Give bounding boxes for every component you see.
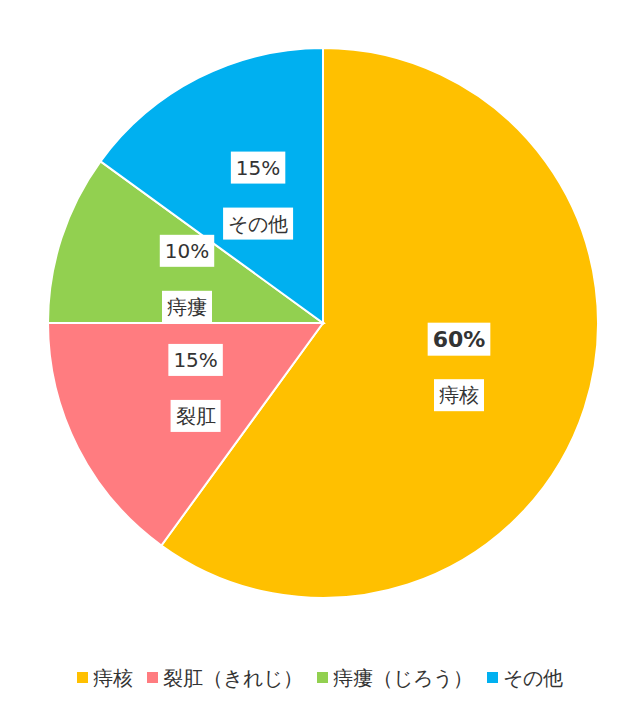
legend-label: 裂肛（きれじ） [163, 666, 303, 690]
slice [101, 48, 323, 323]
legend-swatch [487, 672, 498, 683]
legend-item: 痔瘻（じろう） [317, 666, 473, 690]
value-label: 10% [165, 239, 209, 263]
legend-swatch [77, 672, 88, 683]
legend-item: その他 [487, 666, 563, 690]
slice-label-bg [434, 379, 484, 411]
legend-swatch [317, 672, 328, 683]
value-label-bg [168, 344, 222, 376]
slice-label-group: 痔瘻 [162, 291, 212, 323]
slice-label-bg [162, 291, 212, 323]
value-label: 15% [173, 348, 217, 372]
chart: 60%痔核15%裂肛10%痔瘻15%その他痔核裂肛（きれじ）痔瘻（じろう）その他 [0, 0, 640, 709]
value-label-group: 15% [231, 152, 285, 184]
slice-label: 痔核 [439, 383, 479, 407]
legend-item: 裂肛（きれじ） [147, 666, 303, 690]
slice-label-group: 痔核 [434, 379, 484, 411]
legend-item: 痔核 [77, 666, 133, 690]
slice-label-group: その他 [223, 208, 293, 240]
value-label: 60% [433, 327, 486, 352]
pie [48, 48, 598, 598]
slice-label-bg [223, 208, 293, 240]
legend-label: 痔核 [93, 666, 133, 690]
value-label-group: 15% [168, 344, 222, 376]
legend-swatch [147, 672, 158, 683]
slice-label: その他 [228, 212, 288, 236]
slice-label-group: 裂肛 [171, 400, 221, 432]
slice-label: 裂肛 [176, 404, 216, 428]
value-label-group: 60% [428, 323, 491, 356]
slice-label: 痔瘻 [167, 295, 207, 319]
slice-label-bg [171, 400, 221, 432]
legend-label: その他 [503, 666, 563, 690]
value-label-bg [160, 235, 214, 267]
data-labels: 60% 痔核 15% 裂肛 10% 痔瘻 15% その他 [160, 152, 491, 432]
value-label-bg [428, 323, 491, 356]
value-label: 15% [236, 156, 280, 180]
slice [48, 323, 323, 545]
legend: 痔核 裂肛（きれじ） 痔瘻（じろう） その他 [77, 666, 563, 690]
value-label-group: 10% [160, 235, 214, 267]
legend-label: 痔瘻（じろう） [333, 666, 473, 690]
value-label-bg [231, 152, 285, 184]
